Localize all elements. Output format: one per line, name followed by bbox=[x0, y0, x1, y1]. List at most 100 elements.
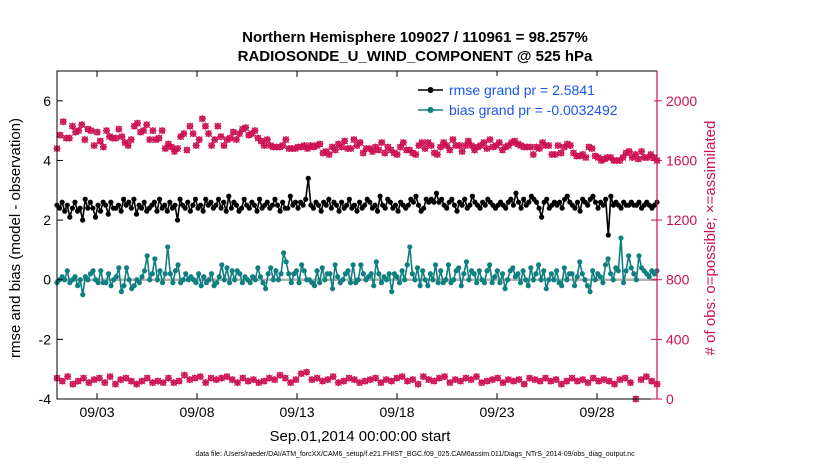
bias-point bbox=[538, 277, 544, 283]
obs_possible_upper-marker bbox=[483, 145, 491, 153]
obs_assimilated_lower-marker bbox=[472, 373, 480, 381]
bias-point bbox=[113, 274, 119, 280]
rmse-point bbox=[585, 202, 591, 208]
rmse-point bbox=[295, 205, 301, 211]
rmse-point bbox=[310, 205, 317, 211]
obs_assimilated_lower-marker bbox=[101, 379, 109, 387]
obs_possible_upper-marker bbox=[338, 143, 346, 151]
rmse-point bbox=[339, 199, 345, 205]
bias-point bbox=[247, 280, 253, 286]
bias-point bbox=[327, 271, 333, 277]
obs_assimilated_lower-marker bbox=[292, 376, 300, 384]
rmse-point bbox=[162, 202, 168, 208]
bias-point bbox=[275, 277, 282, 283]
obs_possible_upper-marker bbox=[535, 145, 543, 153]
rmse-point bbox=[87, 199, 93, 205]
bias-point bbox=[149, 271, 155, 277]
bias-point bbox=[293, 268, 300, 274]
rmse-point bbox=[572, 205, 578, 211]
bias-point bbox=[118, 289, 124, 295]
bias-point bbox=[319, 265, 325, 271]
bias-point bbox=[229, 268, 235, 274]
rmse-point bbox=[603, 196, 609, 202]
obs_possible_upper-marker bbox=[167, 143, 175, 151]
bias-point bbox=[590, 268, 596, 274]
bias-point bbox=[430, 277, 436, 283]
rmse-point bbox=[305, 175, 311, 181]
rmse-point bbox=[374, 208, 381, 214]
obs_possible_upper-marker bbox=[68, 122, 76, 130]
obs_assimilated_lower-marker bbox=[329, 373, 337, 381]
obs_assimilated_lower-marker bbox=[106, 373, 114, 381]
y-right-tick-label: 2000 bbox=[666, 93, 697, 109]
bias-point bbox=[105, 271, 112, 277]
rmse-point bbox=[367, 199, 373, 205]
obs_possible_upper-marker bbox=[192, 142, 200, 150]
rmse-point bbox=[433, 190, 440, 196]
rmse-point bbox=[477, 205, 483, 211]
obs_possible_upper-marker bbox=[90, 142, 98, 150]
obs_possible_upper-marker bbox=[140, 127, 148, 135]
rmse-point bbox=[467, 202, 473, 208]
rmse-point bbox=[300, 202, 306, 208]
obs_assimilated_lower-marker bbox=[80, 374, 88, 382]
rmse-point bbox=[90, 205, 96, 211]
bias-point bbox=[548, 271, 555, 277]
bias-point bbox=[623, 268, 629, 274]
bias-point bbox=[384, 277, 390, 283]
rmse-point bbox=[95, 202, 101, 208]
rmse-point bbox=[254, 208, 260, 214]
bias-point bbox=[432, 262, 439, 268]
rmse-point bbox=[346, 196, 352, 202]
obs_possible_upper-marker bbox=[198, 115, 206, 123]
obs_possible_upper-marker bbox=[325, 150, 333, 158]
obs_possible_upper-marker bbox=[449, 136, 457, 144]
obs_possible_upper-marker bbox=[186, 122, 194, 130]
bias-point bbox=[77, 277, 83, 283]
rmse-point bbox=[454, 208, 460, 214]
obs_possible_upper-marker bbox=[205, 130, 213, 138]
rmse-point bbox=[544, 196, 550, 202]
obs_possible_upper-marker bbox=[557, 149, 565, 157]
obs_possible_upper-marker bbox=[133, 119, 141, 127]
bias-point bbox=[427, 271, 433, 277]
obs_assimilated_lower-marker bbox=[95, 374, 103, 382]
rmse-point bbox=[590, 193, 596, 199]
chart-title-line2: RADIOSONDE_U_WIND_COMPONENT @ 525 hPa bbox=[237, 48, 593, 65]
obs_possible_upper-marker bbox=[625, 148, 633, 156]
bias-point bbox=[340, 277, 346, 283]
obs_possible_upper-marker bbox=[235, 130, 243, 138]
rmse-point bbox=[226, 193, 232, 199]
obs_possible_upper-marker bbox=[174, 145, 182, 153]
bias-point bbox=[80, 292, 86, 298]
obs_possible_upper-marker bbox=[396, 143, 404, 151]
bias-point bbox=[386, 271, 392, 277]
obs_possible_upper-marker bbox=[638, 148, 646, 156]
rmse-point bbox=[103, 202, 109, 208]
obs_possible_upper-marker bbox=[464, 137, 472, 145]
obs_possible_upper-marker bbox=[486, 136, 494, 144]
legend-marker-0 bbox=[427, 87, 434, 93]
bias-point bbox=[64, 268, 70, 274]
bias-point bbox=[170, 280, 176, 286]
rmse-point bbox=[97, 208, 104, 214]
obs_possible_upper-marker bbox=[124, 142, 132, 150]
obs_assimilated_lower-marker bbox=[642, 373, 650, 381]
bias-point bbox=[445, 262, 452, 268]
rmse-point bbox=[608, 193, 614, 199]
bias-point bbox=[389, 289, 395, 295]
bias-point bbox=[311, 283, 318, 289]
obs_possible_upper-marker bbox=[149, 127, 157, 135]
bias-point bbox=[206, 277, 212, 283]
obs_possible_upper-marker bbox=[180, 130, 188, 138]
bias-point bbox=[72, 274, 78, 280]
rmse-point bbox=[218, 205, 224, 211]
rmse-point bbox=[185, 199, 191, 205]
bias-point bbox=[216, 274, 222, 280]
rmse-point bbox=[192, 196, 199, 202]
y-axis-label-right: # of obs: o=possible; ×=assimilated bbox=[702, 121, 719, 356]
rmse-point bbox=[62, 208, 68, 214]
bias-point bbox=[412, 277, 418, 283]
obs_possible_upper-marker bbox=[631, 150, 639, 158]
rmse-point bbox=[326, 196, 332, 202]
